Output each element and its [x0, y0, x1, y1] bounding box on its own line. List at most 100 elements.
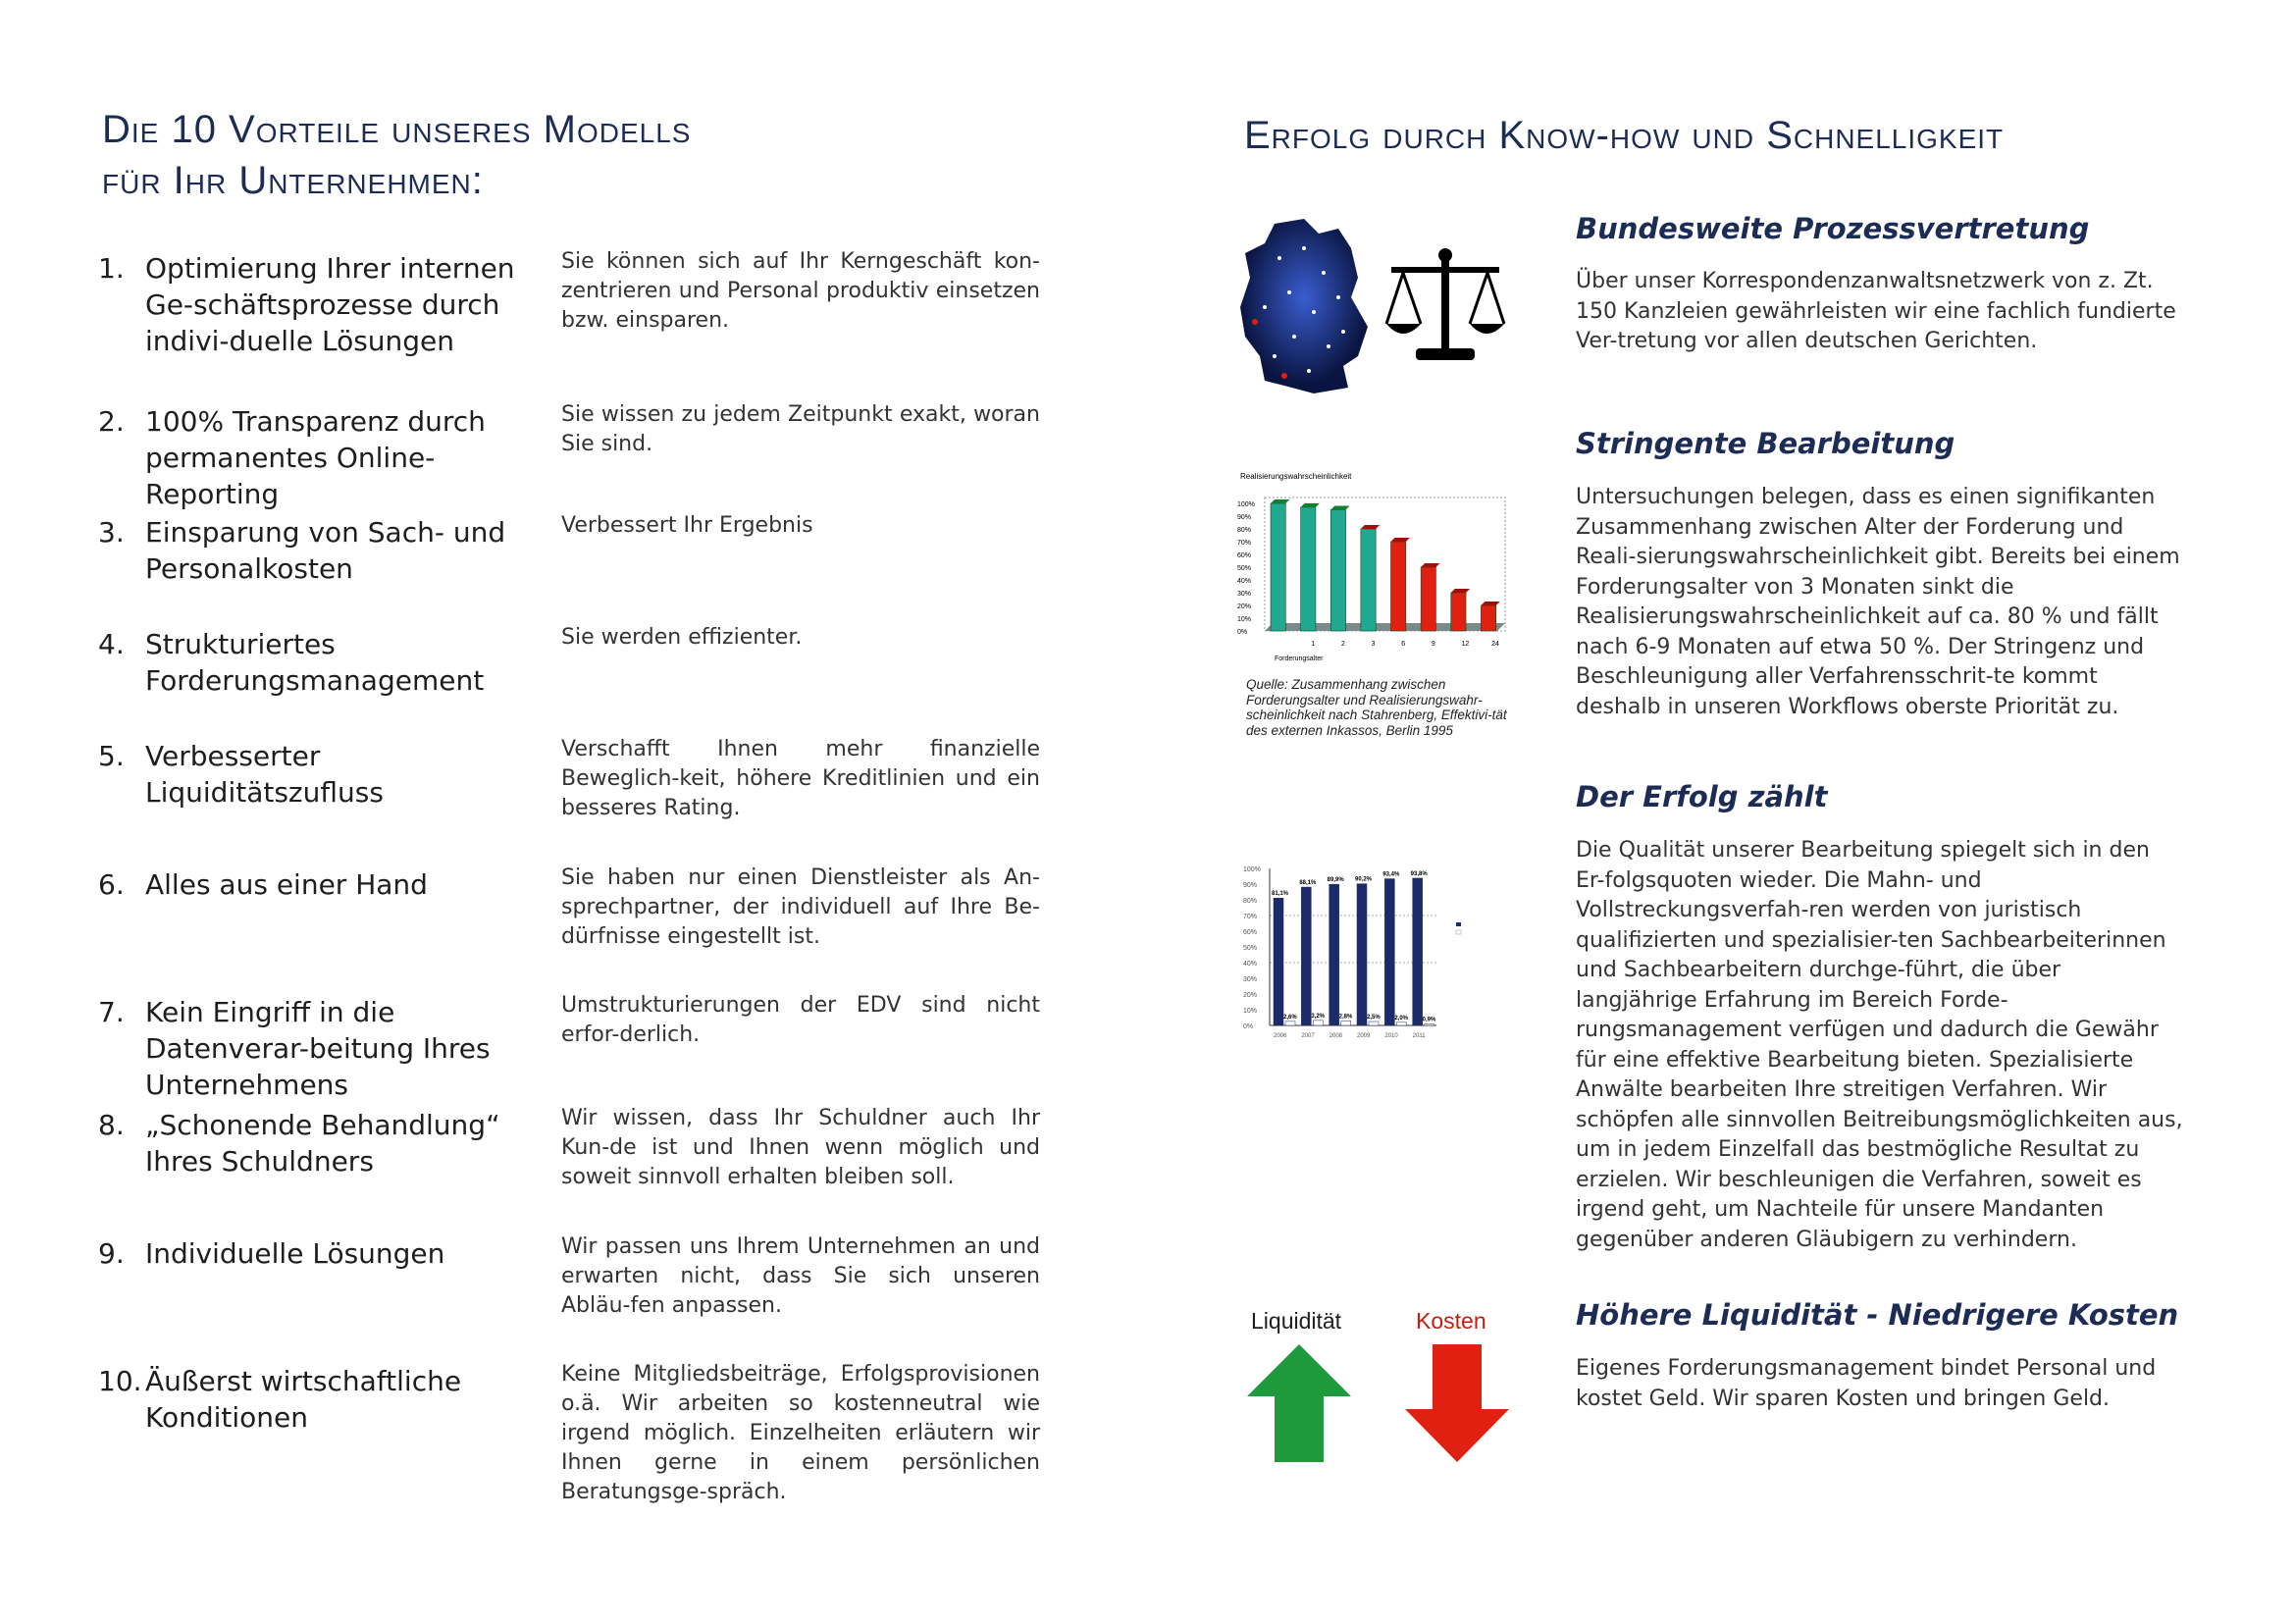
- advantage-title: Kein Eingriff in die Datenverar-beitung …: [145, 996, 491, 1101]
- advantage-title: Verbesserter Liquiditätszufluss: [145, 740, 384, 809]
- y-tick-label: 20%: [1237, 603, 1251, 610]
- advantage-description: Verbessert Ihr Ergebnis: [561, 513, 813, 538]
- bar: [1300, 506, 1317, 632]
- legend-swatch: [1456, 922, 1461, 926]
- bar: [1420, 566, 1436, 632]
- y-tick-label: 80%: [1237, 527, 1251, 534]
- x-tick-label: 2: [1341, 641, 1345, 648]
- advantage-description: Sie wissen zu jedem Zeitpunkt exakt, wor…: [561, 402, 1040, 456]
- bar-top: [1421, 563, 1440, 567]
- x-tick-label: 2006: [1274, 1033, 1287, 1039]
- item-number: 6.: [98, 868, 125, 901]
- x-axis-label: Forderungsalter: [1275, 655, 1324, 662]
- chart-floor: [1265, 623, 1505, 631]
- bar-top: [1450, 589, 1471, 593]
- advantage-description: Sie werden effizienter.: [561, 625, 803, 650]
- data-label: 93,8%: [1411, 871, 1429, 877]
- advantage-title: Strukturiertes Forderungsmanagement: [145, 628, 485, 697]
- item-number: 8.: [98, 1109, 125, 1141]
- y-tick-label: 100%: [1237, 501, 1255, 508]
- success-rate-chart: 0% 10% 20% 30% 40% 50% 60% 70% 80% 90% 100% 81,1% 2,…: [1243, 866, 1462, 1039]
- advantage-title: „Schonende Behandlung“ Ihres Schuldners: [145, 1109, 500, 1178]
- y-tick-label: 10%: [1243, 1008, 1257, 1015]
- x-tick-label: 2011: [1413, 1033, 1427, 1039]
- bar-top: [1360, 525, 1381, 529]
- chart-title: Realisierungswahrscheinlichkeit: [1240, 472, 1352, 481]
- costs-label: Kosten: [1416, 1308, 1486, 1334]
- item-number: 3.: [98, 516, 125, 549]
- chart-source-caption: Quelle: Zusammenhang zwischen Forderungs…: [1246, 677, 1507, 738]
- section-text: Eigenes Forderungsmanagement bindet Pers…: [1576, 1356, 2157, 1411]
- item-number: 5.: [98, 740, 125, 772]
- x-tick-label: 2007: [1301, 1033, 1315, 1039]
- data-label: 90,2%: [1355, 877, 1373, 883]
- bar-top: [1481, 602, 1500, 605]
- y-tick-label: 30%: [1237, 591, 1251, 598]
- section-text: Über unser Korrespondenzanwaltsnetzwerk …: [1576, 269, 2176, 353]
- y-tick-label: 20%: [1243, 992, 1257, 999]
- y-tick-label: 10%: [1237, 616, 1251, 623]
- x-tick-label: 2009: [1357, 1033, 1371, 1039]
- y-tick-label: 70%: [1237, 540, 1251, 547]
- y-tick-label: 40%: [1237, 578, 1251, 585]
- bar: [1301, 886, 1312, 1026]
- bar: [1481, 604, 1496, 632]
- y-tick-label: 30%: [1243, 976, 1257, 983]
- bar: [1270, 502, 1286, 632]
- data-label: 2,5%: [1367, 1015, 1381, 1021]
- y-tick-label: 60%: [1237, 552, 1251, 559]
- bar: [1329, 509, 1346, 632]
- germany-map-icon: [1240, 219, 1368, 393]
- bar: [1390, 541, 1407, 632]
- bar: [1329, 883, 1339, 1026]
- legend-swatch: [1455, 929, 1462, 935]
- y-tick-label: 0%: [1237, 629, 1247, 636]
- advantage-description: Sie haben nur einen Dienstleister als An…: [561, 865, 1040, 949]
- bar: [1412, 877, 1423, 1026]
- y-tick-label: 70%: [1243, 914, 1257, 920]
- y-tick-label: 90%: [1237, 514, 1251, 521]
- bar: [1450, 592, 1467, 632]
- x-tick-label: 1: [1311, 641, 1315, 648]
- bar-top: [1390, 538, 1410, 542]
- item-number: 10.: [98, 1365, 142, 1397]
- bar: [1424, 1023, 1434, 1026]
- bar-top: [1271, 499, 1290, 503]
- section-title: Der Erfolg zählt: [1576, 780, 1828, 813]
- item-number: 1.: [98, 252, 125, 285]
- y-tick-label: 0%: [1243, 1023, 1253, 1030]
- y-tick-label: 60%: [1243, 929, 1257, 936]
- arrow-down-icon: [1405, 1344, 1509, 1462]
- y-tick-label: 50%: [1237, 565, 1251, 572]
- x-tick-label: 2010: [1384, 1033, 1398, 1039]
- bar: [1313, 1020, 1324, 1026]
- bar: [1360, 528, 1377, 632]
- arrow-up-icon: [1247, 1344, 1351, 1462]
- bar: [1356, 883, 1368, 1026]
- item-number: 4.: [98, 628, 125, 660]
- advantage-title: Optimierung Ihrer internen Ge-schäftspro…: [145, 252, 515, 357]
- x-tick-label: 2008: [1329, 1033, 1343, 1039]
- advantage-title: Einsparung von Sach- und Personalkosten: [145, 516, 506, 585]
- item-number: 9.: [98, 1237, 125, 1270]
- y-tick-label: 90%: [1243, 882, 1257, 889]
- plot-frame: [1264, 497, 1506, 632]
- data-label: 3,2%: [1311, 1014, 1325, 1020]
- x-tick-label: 12: [1461, 641, 1469, 648]
- advantage-title: 100% Transparenz durch permanentes Onlin…: [145, 405, 486, 510]
- advantage-title: Äußerst wirtschaftliche Konditionen: [145, 1365, 462, 1434]
- x-tick-label: 6: [1401, 641, 1405, 648]
- right-heading: Erfolg durch Know-how und Schnelligkeit: [1244, 114, 2005, 157]
- section-text: Die Qualität unserer Bearbeitung spiegel…: [1576, 838, 2183, 1252]
- advantage-title: Individuelle Lösungen: [145, 1237, 445, 1270]
- bar: [1284, 1021, 1296, 1026]
- advantage-description: Wir wissen, dass Ihr Schuldner auch Ihr …: [561, 1106, 1040, 1189]
- y-tick-label: 80%: [1243, 898, 1257, 905]
- bar-top: [1330, 505, 1350, 510]
- y-tick-label: 40%: [1243, 961, 1257, 968]
- section-title: Stringente Bearbeitung: [1576, 427, 1955, 460]
- data-label: 0,9%: [1423, 1018, 1436, 1023]
- advantage-description: Keine Mitgliedsbeiträge, Erfolgsprovisio…: [561, 1362, 1040, 1504]
- heading-line-1: Die 10 Vorteile unseres Modells: [102, 108, 692, 151]
